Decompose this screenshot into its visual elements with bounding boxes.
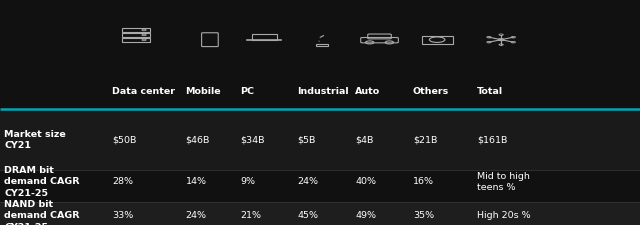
Text: 45%: 45% — [298, 210, 319, 219]
Text: $46B: $46B — [186, 135, 210, 144]
Text: Industrial: Industrial — [298, 87, 349, 96]
Text: Mobile: Mobile — [186, 87, 221, 96]
Text: 24%: 24% — [298, 177, 319, 186]
Text: $161B: $161B — [477, 135, 507, 144]
Text: Others: Others — [413, 87, 449, 96]
Text: 16%: 16% — [413, 177, 434, 186]
Text: PC: PC — [240, 87, 254, 96]
Text: 49%: 49% — [355, 210, 376, 219]
Text: 21%: 21% — [240, 210, 261, 219]
Text: $5B: $5B — [298, 135, 316, 144]
Text: $50B: $50B — [112, 135, 136, 144]
Text: 14%: 14% — [186, 177, 207, 186]
Text: 24%: 24% — [186, 210, 207, 219]
Text: Data center: Data center — [112, 87, 175, 96]
Text: NAND bit
demand CAGR
CY21-25: NAND bit demand CAGR CY21-25 — [4, 199, 80, 225]
Text: High 20s %: High 20s % — [477, 210, 531, 219]
Text: Total: Total — [477, 87, 503, 96]
Bar — [0, 170, 640, 202]
Text: 28%: 28% — [112, 177, 133, 186]
Text: Mid to high
teens %: Mid to high teens % — [477, 171, 530, 191]
Text: 9%: 9% — [240, 177, 255, 186]
Text: 40%: 40% — [355, 177, 376, 186]
Text: 35%: 35% — [413, 210, 434, 219]
Text: $21B: $21B — [413, 135, 437, 144]
Text: Market size
CY21: Market size CY21 — [4, 129, 66, 150]
Bar — [0, 202, 640, 225]
Bar — [0, 109, 640, 170]
Text: $4B: $4B — [355, 135, 374, 144]
Text: Auto: Auto — [355, 87, 380, 96]
Text: $34B: $34B — [240, 135, 264, 144]
Text: DRAM bit
demand CAGR
CY21-25: DRAM bit demand CAGR CY21-25 — [4, 165, 80, 197]
Text: 33%: 33% — [112, 210, 133, 219]
